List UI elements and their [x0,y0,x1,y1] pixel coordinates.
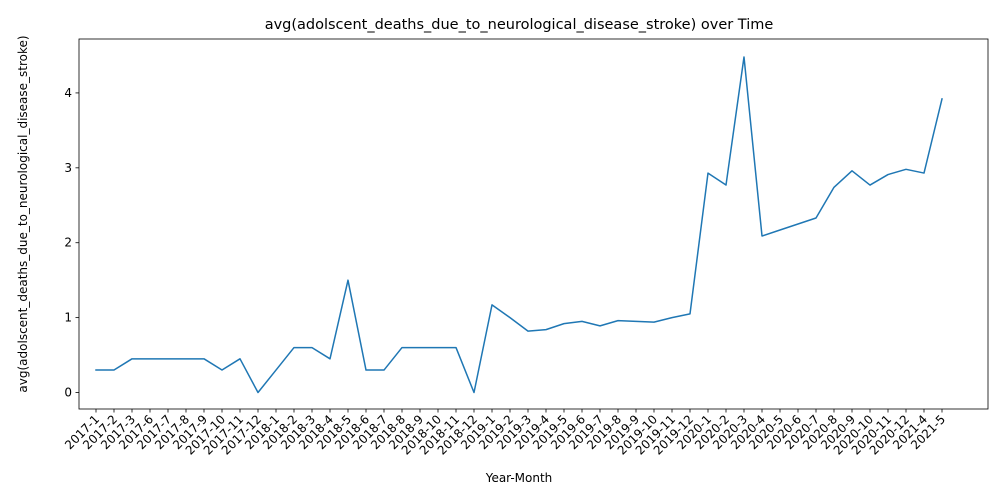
y-tick-label: 3 [64,161,72,175]
y-axis-label: avg(adolscent_deaths_due_to_neurological… [16,35,30,392]
axes-frame [78,38,989,410]
chart-title: avg(adolscent_deaths_due_to_neurological… [265,17,774,33]
series-line [95,56,943,394]
y-tick-label: 2 [64,236,72,250]
y-tick-label: 0 [64,386,72,400]
x-axis-label: Year-Month [485,471,553,485]
y-tick-label: 1 [64,311,72,325]
y-tick-label: 4 [64,86,72,100]
